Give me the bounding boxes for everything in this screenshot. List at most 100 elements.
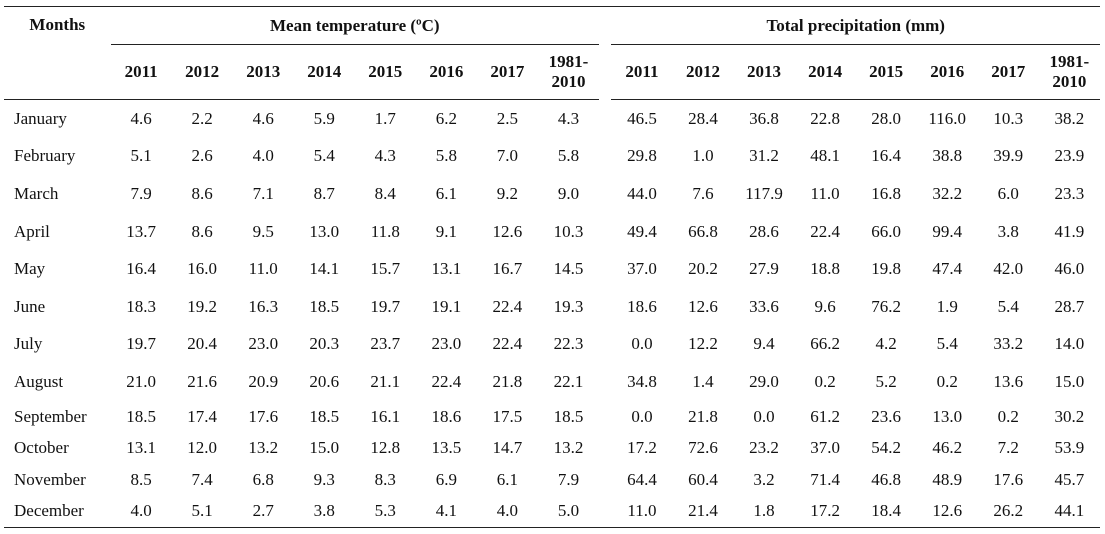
precipitation-cell: 17.2	[794, 495, 856, 528]
table-row: October 13.1 12.0 13.2 15.0 12.8 13.5 14.7 13.2 1…	[4, 432, 1100, 464]
temperature-cell: 6.1	[435, 183, 457, 203]
precipitation-cell: 46.0	[1054, 259, 1085, 279]
temperature-cell: 5.1	[171, 495, 233, 528]
temperature-cell: 8.5	[130, 469, 152, 489]
temperature-cell: 2.5	[496, 108, 518, 128]
precipitation-cell: 32.2	[932, 183, 963, 203]
temperature-cell: 10.3	[553, 221, 584, 241]
table-row: January 4.6 2.2 4.6 5.9 1.7 6.2 2.5 4.3 46.5 28.4 3…	[4, 100, 1100, 138]
temperature-cell: 18.5	[309, 406, 340, 426]
temperature-cell: 22.1	[553, 371, 584, 391]
precipitation-cell: 1.9	[936, 296, 958, 316]
precipitation-cell: 39.9	[993, 146, 1024, 166]
precipitation-cell: 66.2	[810, 334, 840, 354]
precipitation-cell: 23.3	[1054, 183, 1085, 203]
precipitation-cell: 17.6	[993, 469, 1024, 489]
precipitation-cell: 16.4	[871, 146, 902, 166]
temperature-cell: 14.7	[492, 438, 523, 457]
temperature-cell: 21.8	[492, 371, 523, 391]
precipitation-cell: 11.0	[810, 183, 840, 203]
month-cell: September	[14, 406, 87, 426]
temperature-cell: 4.6	[252, 108, 274, 128]
temperature-cell: 9.2	[496, 183, 518, 203]
temperature-cell: 3.8	[293, 495, 355, 528]
temperature-cell: 17.5	[492, 406, 523, 426]
table-row: March 7.9 8.6 7.1 8.7 8.4 6.1 9.2 9.0 44.0 7.6 117.…	[4, 175, 1100, 213]
precipitation-cell: 34.8	[627, 371, 657, 391]
temperature-cell: 19.1	[431, 296, 462, 316]
precipitation-cell: 18.8	[810, 259, 840, 279]
group-gap	[599, 213, 611, 251]
precipitation-cell: 36.8	[749, 108, 779, 128]
temperature-cell: 18.6	[431, 406, 462, 426]
precipitation-cell: 33.6	[749, 296, 779, 316]
precipitation-cell: 76.2	[871, 296, 902, 316]
temperature-cell: 19.2	[187, 296, 218, 316]
temperature-cell: 6.1	[496, 469, 518, 489]
temperature-cell: 2.2	[191, 108, 213, 128]
temperature-cell: 20.9	[248, 371, 279, 391]
precipitation-cell: 28.4	[688, 108, 718, 128]
month-cell: June	[14, 296, 46, 316]
precipitation-cell: 61.2	[810, 406, 840, 426]
group-gap	[599, 363, 611, 401]
precipitation-cell: 23.6	[871, 406, 902, 426]
table-row: November 8.5 7.4 6.8 9.3 8.3 6.9 6.1 7.9 64.4 60.4…	[4, 464, 1100, 496]
temperature-cell: 18.5	[553, 406, 584, 426]
temperature-cell: 8.7	[313, 183, 335, 203]
temperature-cell: 16.1	[370, 406, 401, 426]
precipitation-cell: 71.4	[810, 469, 840, 489]
precipitation-cell: 15.0	[1054, 371, 1085, 391]
temp-year-header: 2017	[476, 44, 538, 100]
precip-year-header: 1981- 2010	[1038, 44, 1100, 100]
precipitation-cell: 53.9	[1054, 438, 1085, 457]
temperature-cell: 1.7	[374, 108, 396, 128]
temperature-cell: 7.1	[252, 183, 274, 203]
temperature-cell: 4.1	[415, 495, 477, 528]
precipitation-cell: 0.0	[631, 406, 653, 426]
precipitation-cell: 41.9	[1054, 221, 1085, 241]
precipitation-cell: 27.9	[749, 259, 779, 279]
temp-year-header: 2015	[354, 44, 416, 100]
temperature-cell: 5.0	[537, 495, 600, 528]
temperature-cell: 5.1	[130, 146, 152, 166]
temperature-cell: 16.4	[126, 259, 156, 279]
temp-year-header: 2011	[110, 44, 172, 100]
table-row: September 18.5 17.4 17.6 18.5 16.1 18.6 17.5 18.…	[4, 401, 1100, 433]
temperature-cell: 9.0	[557, 183, 580, 203]
month-cell: July	[14, 334, 43, 354]
group-gap	[599, 138, 611, 176]
precipitation-cell: 12.2	[688, 334, 718, 354]
precipitation-cell: 5.4	[997, 296, 1019, 316]
temperature-cell: 6.8	[252, 469, 274, 489]
temperature-cell: 18.3	[126, 296, 156, 316]
precipitation-cell: 0.0	[631, 334, 653, 354]
temperature-cell: 21.1	[370, 371, 401, 391]
temperature-cell: 22.4	[492, 334, 523, 354]
temperature-cell: 18.5	[126, 406, 156, 426]
precipitation-cell: 3.2	[753, 469, 775, 489]
temperature-cell: 8.6	[191, 183, 213, 203]
precipitation-cell: 22.8	[810, 108, 840, 128]
temperature-cell: 17.6	[248, 406, 279, 426]
month-cell: October	[14, 438, 69, 457]
precipitation-cell: 1.8	[733, 495, 795, 528]
precipitation-cell: 30.2	[1054, 406, 1085, 426]
temperature-cell: 7.4	[191, 469, 213, 489]
precip-year-header: 2017	[977, 44, 1039, 100]
precipitation-cell: 33.2	[993, 334, 1024, 354]
temperature-cell: 4.3	[557, 108, 580, 128]
temperature-cell: 11.8	[370, 221, 400, 241]
precipitation-cell: 9.6	[814, 296, 836, 316]
temperature-cell: 6.9	[435, 469, 457, 489]
temperature-cell: 22.3	[553, 334, 584, 354]
precipitation-cell: 21.4	[672, 495, 734, 528]
precipitation-cell: 13.6	[993, 371, 1024, 391]
month-cell: February	[14, 146, 76, 166]
precipitation-cell: 0.2	[997, 406, 1019, 426]
precipitation-cell: 7.2	[997, 438, 1019, 457]
precipitation-cell: 66.8	[688, 221, 718, 241]
precipitation-cell: 31.2	[749, 146, 779, 166]
precipitation-cell: 46.2	[932, 438, 963, 457]
